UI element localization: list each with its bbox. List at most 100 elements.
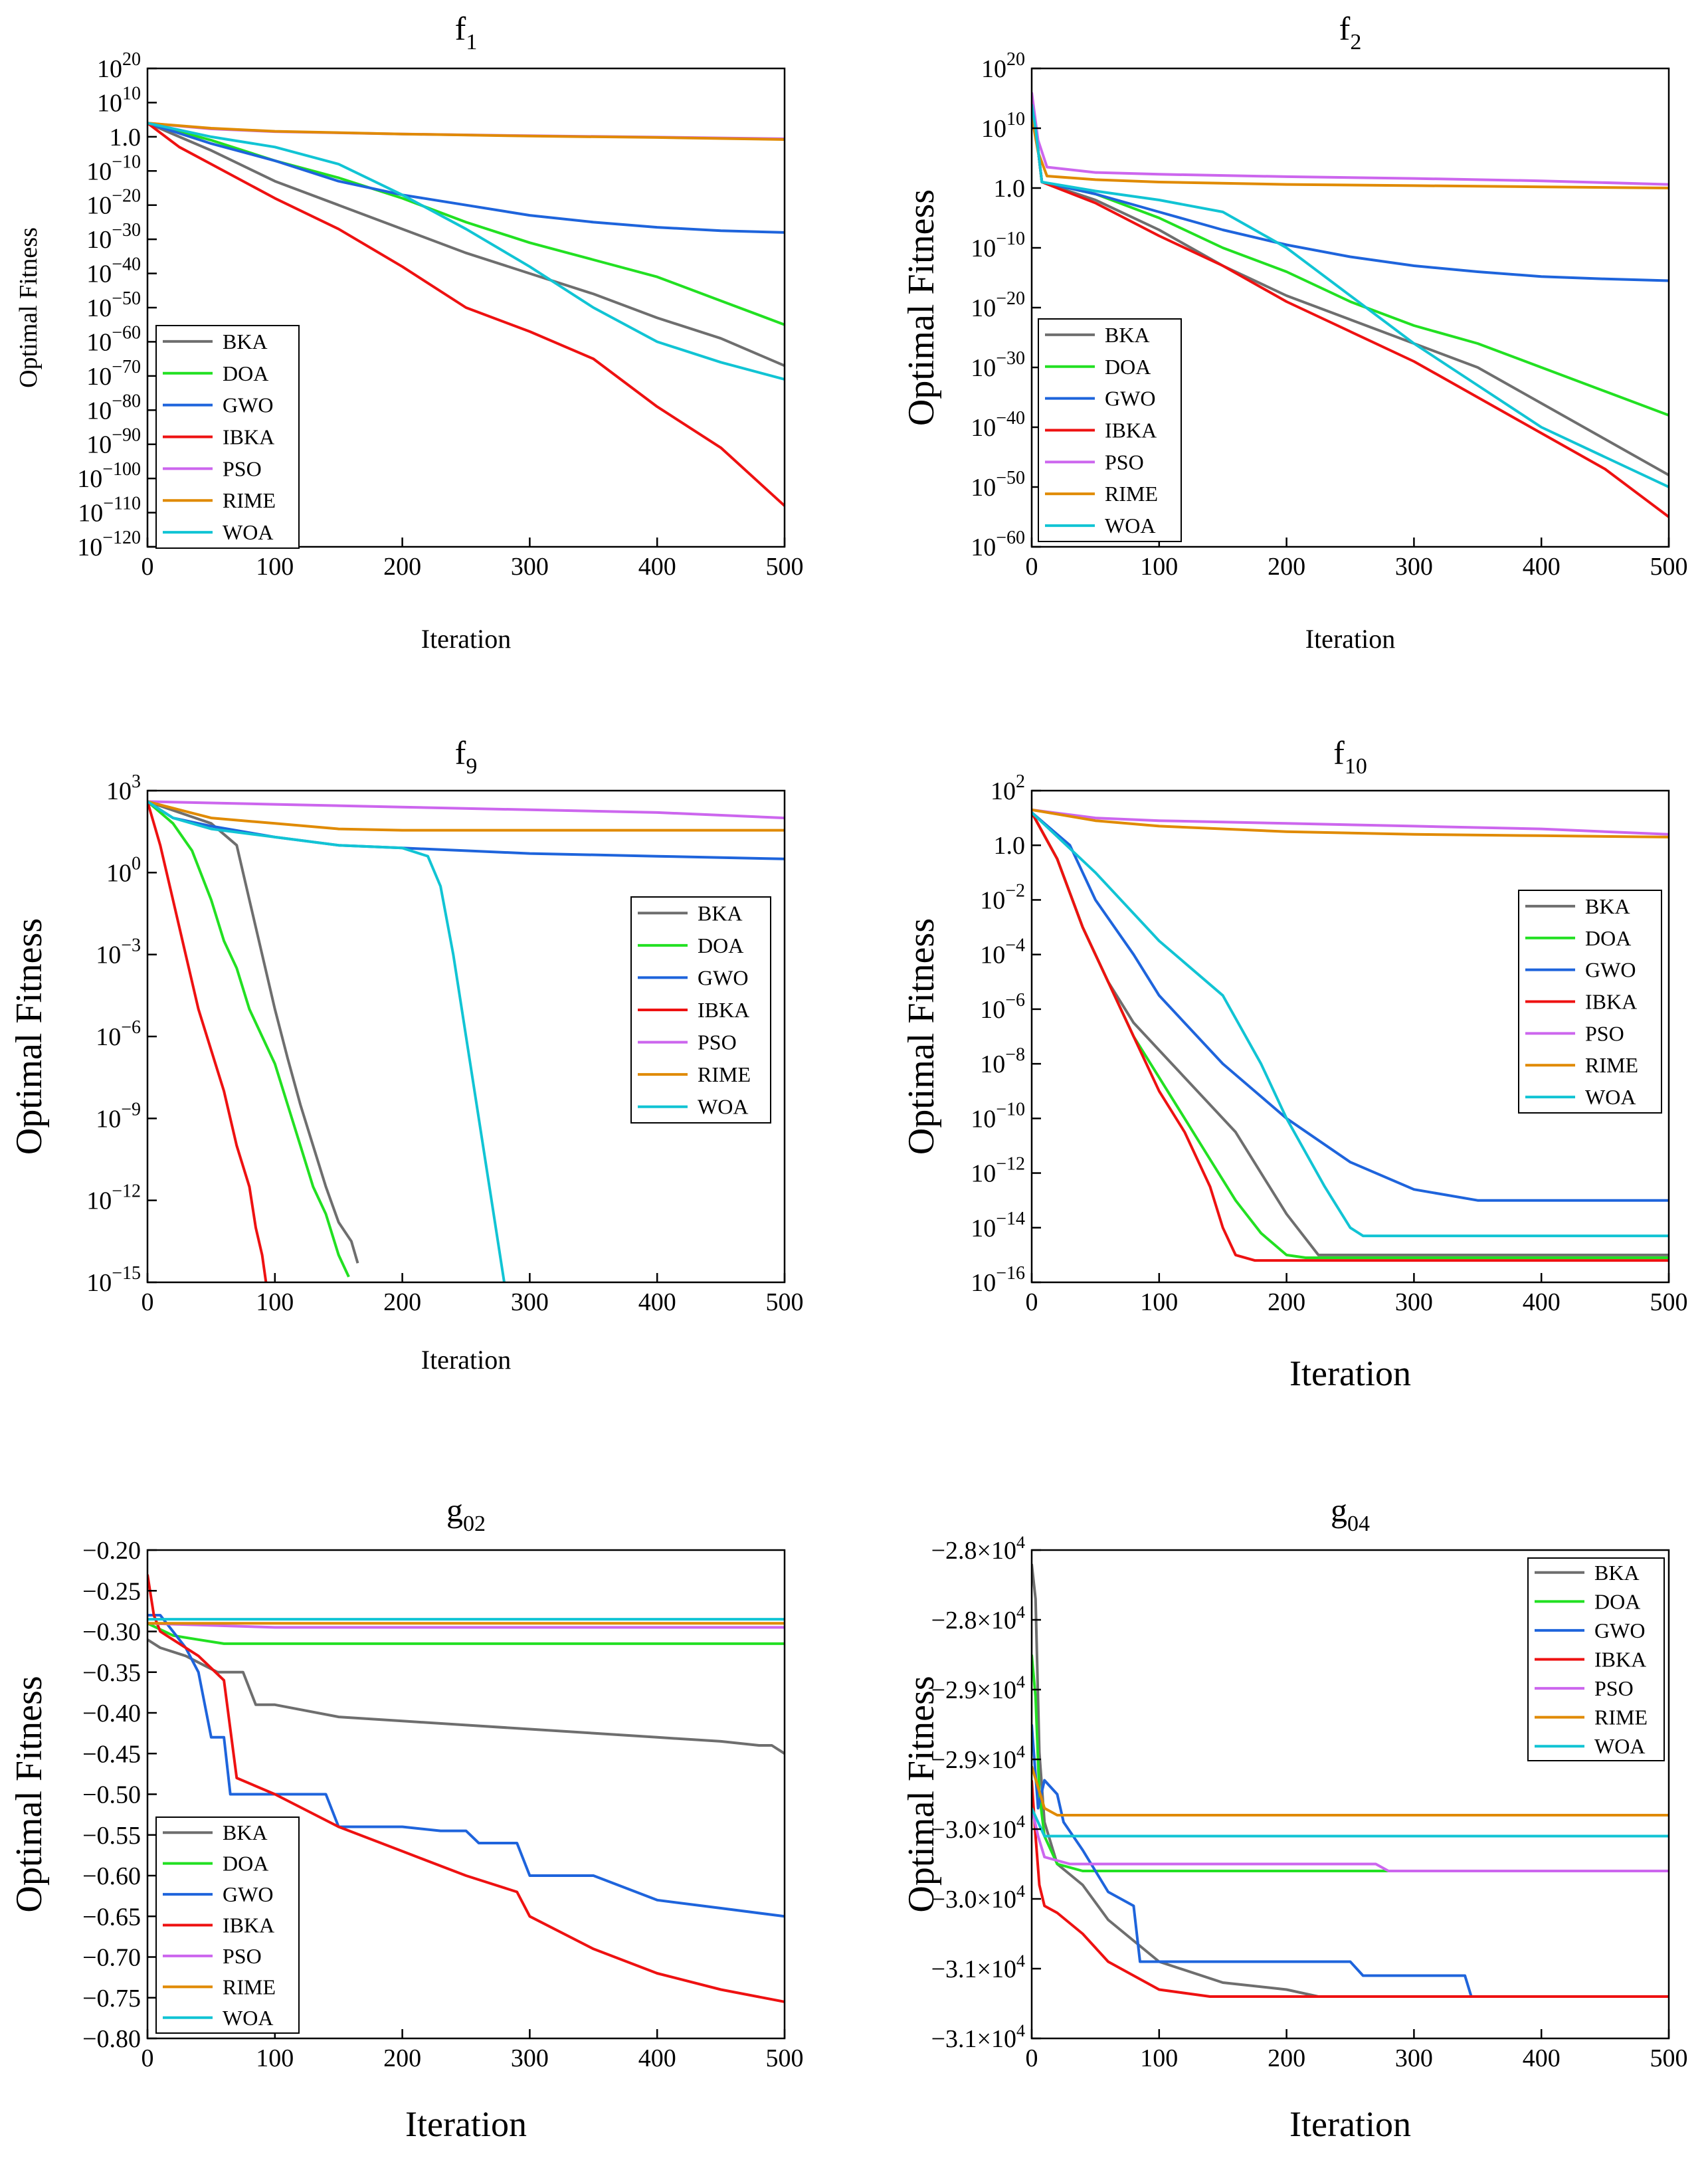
legend-label-gwo: GWO	[223, 393, 273, 417]
series-line-ibka	[1032, 1780, 1669, 1998]
y-tick-exponent: −3	[121, 935, 141, 956]
series-group	[147, 122, 785, 507]
legend-label-bka: BKA	[1585, 894, 1630, 918]
y-axis-label: Optimal Fitness	[9, 1676, 50, 1912]
y-tick-label: 10−60	[86, 322, 141, 356]
y-tick-exponent: −40	[996, 408, 1025, 429]
series-line-doa	[147, 800, 350, 1278]
x-axis-label: Iteration	[421, 1345, 512, 1375]
y-tick-base: −3.1×10	[931, 2025, 1016, 2053]
chart-panel-f9: 0 100 200 300 400 50010310010−310−610−910−121…	[9, 734, 804, 1375]
legend-label-woa: WOA	[698, 1095, 748, 1119]
legend-label-bka: BKA	[1105, 323, 1150, 347]
y-tick-exponent: −90	[112, 425, 141, 446]
y-tick-base: 10	[971, 1105, 996, 1133]
x-tick-label: 0	[1026, 2044, 1038, 2072]
y-tick-exponent: −8	[1005, 1044, 1025, 1065]
y-tick-exponent: −16	[996, 1263, 1025, 1284]
legend-label-doa: DOA	[1594, 1589, 1640, 1613]
series-group	[1032, 808, 1669, 1262]
y-tick-base: 10	[971, 534, 996, 561]
legend-label-pso: PSO	[698, 1031, 737, 1054]
y-tick-exponent: −12	[996, 1154, 1025, 1175]
y-tick-label: 10−2	[980, 880, 1025, 914]
y-tick-label: 100	[106, 853, 141, 887]
y-tick-exponent: −100	[102, 459, 141, 480]
series-line-gwo	[1032, 104, 1669, 282]
series-line-pso	[1032, 92, 1669, 186]
legend-label-rime: RIME	[1105, 482, 1158, 506]
y-tick-base: 10	[78, 500, 103, 528]
y-tick-label: 10−10	[971, 229, 1025, 262]
x-axis-label: Iteration	[405, 2104, 527, 2144]
chart-panel-f1: 0 100 200 300 400 500102010101.010−1010−2010−…	[15, 10, 804, 654]
y-tick-label: 1010	[97, 83, 141, 117]
y-tick-exponent: −50	[996, 468, 1025, 488]
x-axis-label: Iteration	[421, 624, 512, 654]
y-tick-base: 10	[97, 55, 122, 83]
legend-label-gwo: GWO	[1585, 958, 1636, 982]
legend-label-doa: DOA	[698, 933, 743, 957]
series-line-gwo	[147, 1614, 785, 1918]
x-tick-label: 200	[1268, 1288, 1305, 1316]
series-line-rime	[147, 800, 785, 832]
y-tick-label: 1010	[981, 109, 1025, 143]
x-tick-label: 300	[1395, 1288, 1433, 1316]
y-tick-label: 10−6	[980, 990, 1025, 1024]
y-tick-exponent: −80	[112, 391, 141, 411]
y-tick-exponent: −6	[121, 1017, 141, 1038]
series-line-gwo	[1032, 1724, 1669, 1998]
legend-label-ibka: IBKA	[698, 998, 749, 1022]
chart-title-sub: 9	[466, 754, 477, 779]
x-tick-label: 400	[638, 1288, 676, 1316]
y-axis-label: Optimal Fitness	[901, 918, 942, 1155]
chart-title: g02	[446, 1492, 486, 1536]
series-line-ibka	[147, 122, 785, 507]
legend-label-bka: BKA	[223, 1820, 268, 1844]
x-tick-label: 0	[1026, 553, 1038, 581]
y-tick-label: −0.50	[82, 1781, 141, 1809]
y-tick-label: 1.0	[110, 124, 142, 151]
y-tick-base: 10	[971, 354, 996, 382]
y-tick-base: 10	[971, 414, 996, 442]
x-tick-label: 500	[1650, 553, 1688, 581]
x-tick-label: 100	[256, 2044, 294, 2072]
chart-title: f9	[455, 734, 478, 779]
y-tick-label: −0.75	[82, 1985, 141, 2013]
x-tick-label: 300	[511, 2044, 549, 2072]
y-tick-label: 10−10	[971, 1099, 1025, 1133]
y-tick-label: −2.9×104	[931, 1742, 1025, 1774]
legend-label-rime: RIME	[1594, 1706, 1648, 1729]
y-tick-exponent: −60	[996, 528, 1025, 548]
y-axis-label: Optimal Fitness	[901, 189, 942, 426]
y-tick-exponent: 10	[122, 83, 141, 104]
y-tick-label: −2.9×104	[931, 1672, 1025, 1704]
chart-title: g04	[1331, 1492, 1370, 1536]
y-tick-exponent: −120	[102, 528, 141, 548]
series-line-pso	[1032, 808, 1669, 836]
chart-title-sub: 02	[463, 1512, 486, 1536]
y-tick-base: 10	[96, 1023, 121, 1051]
series-group	[147, 1574, 785, 2003]
y-tick-label: 10−14	[971, 1209, 1025, 1242]
y-tick-base: −2.9×10	[931, 1676, 1016, 1704]
x-tick-label: 500	[766, 1288, 804, 1316]
y-tick-base: 10	[971, 1160, 996, 1188]
y-tick-exponent: −10	[996, 229, 1025, 249]
y-tick-exponent: 4	[1016, 1882, 1025, 1901]
y-tick-exponent: −10	[996, 1099, 1025, 1120]
y-tick-exponent: 20	[1006, 49, 1025, 70]
y-tick-base: 10	[981, 55, 1006, 83]
y-tick-label: 1020	[97, 49, 141, 83]
y-tick-base: 10	[96, 1105, 121, 1133]
chart-title-main: f	[455, 734, 466, 771]
legend-label-bka: BKA	[223, 330, 268, 353]
series-line-rime	[1032, 808, 1669, 838]
legend-label-gwo: GWO	[1105, 387, 1155, 411]
y-tick-label: 10−80	[86, 391, 141, 425]
y-tick-label: 10−6	[96, 1017, 141, 1051]
series-line-pso	[147, 1622, 785, 1629]
y-tick-exponent: 4	[1016, 1812, 1025, 1831]
y-tick-base: 10	[86, 192, 112, 220]
x-axis-label: Iteration	[1289, 1353, 1411, 1393]
